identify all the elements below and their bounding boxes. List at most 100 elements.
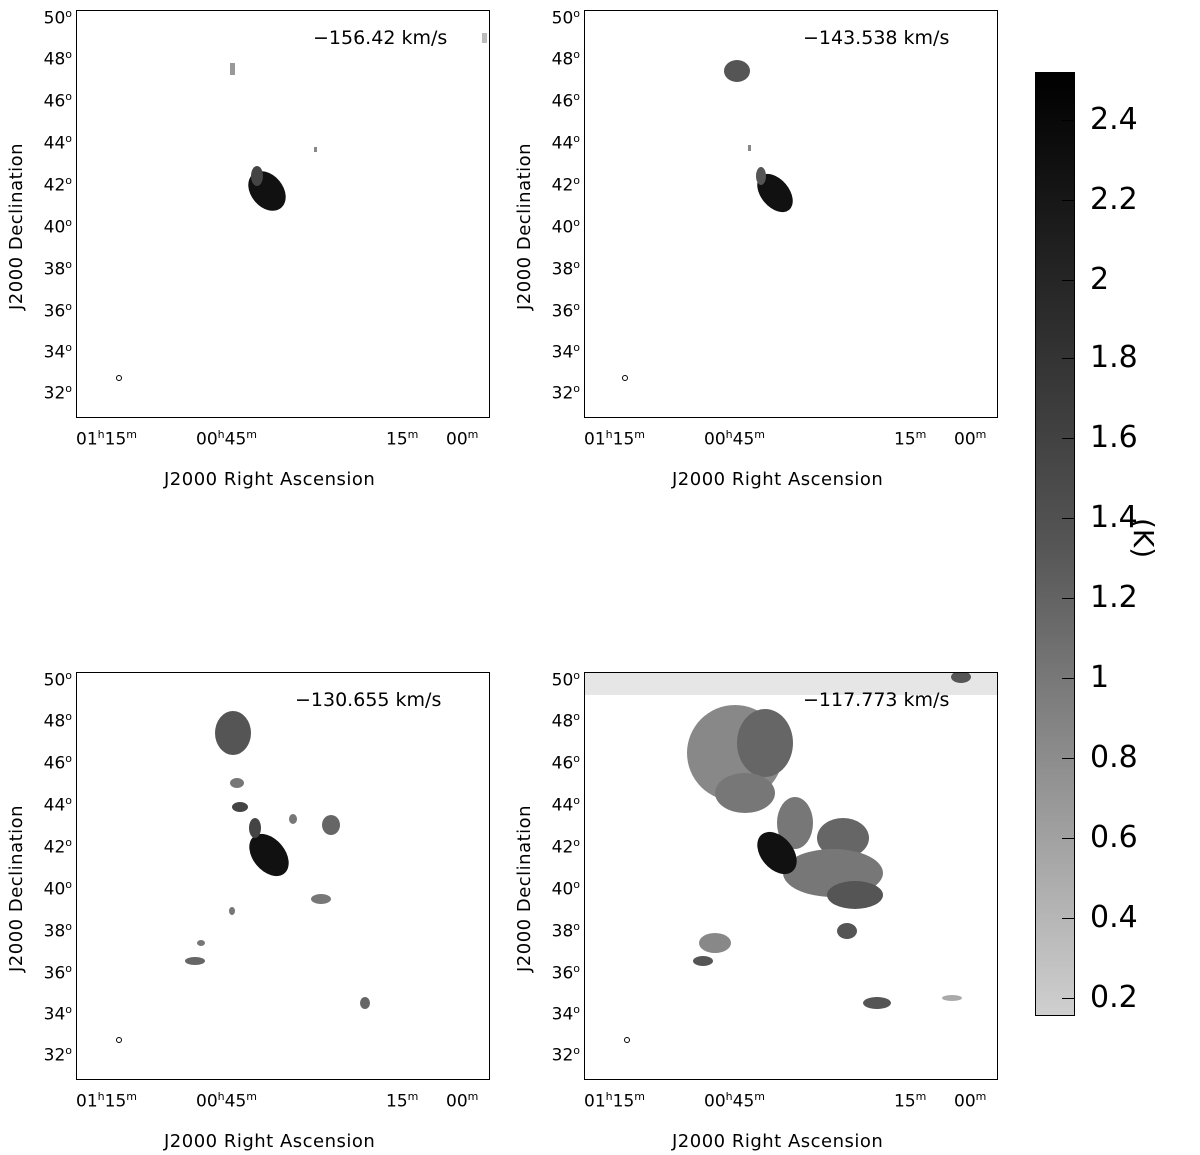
colorbar xyxy=(1035,72,1075,1016)
colorbar-tick-label: 2 xyxy=(1090,262,1110,297)
colorbar-tick-mark xyxy=(1062,838,1074,839)
colorbar-unit-label: (K) xyxy=(1127,518,1160,559)
colorbar-tick-label: 1.2 xyxy=(1090,580,1138,615)
y-tick-label: 40o xyxy=(551,216,580,238)
colorbar-tick-label: 0.6 xyxy=(1090,820,1138,855)
colorbar-tick-mark xyxy=(1062,678,1074,679)
colorbar-tick-label: 0.8 xyxy=(1090,740,1138,775)
y-tick-label: 50o xyxy=(43,669,72,691)
y-tick-label: 46o xyxy=(43,752,72,774)
x-tick-label: 00h45m xyxy=(196,428,257,450)
y-axis-label: J2000 Declination xyxy=(6,804,27,972)
x-tick-label: 00h45m xyxy=(704,428,765,450)
y-tick-label: 34o xyxy=(551,1003,580,1025)
x-tick-label: 00m xyxy=(954,1090,987,1112)
y-tick-label: 44o xyxy=(551,794,580,816)
colorbar-tick-mark xyxy=(1062,518,1074,519)
y-axis-label: J2000 Declination xyxy=(514,804,535,972)
y-tick-label: 46o xyxy=(43,90,72,112)
colorbar-tick-mark xyxy=(1062,280,1074,281)
x-tick-label: 01h15m xyxy=(584,1090,645,1112)
y-tick-label: 38o xyxy=(551,258,580,280)
colorbar-tick-label: 2.4 xyxy=(1090,102,1138,137)
y-tick-label: 32o xyxy=(43,1044,72,1066)
x-tick-label: 00h45m xyxy=(704,1090,765,1112)
velocity-label: −156.42 km/s xyxy=(313,27,448,49)
x-tick-label: 00h45m xyxy=(196,1090,257,1112)
colorbar-tick-mark xyxy=(1062,120,1074,121)
y-axis-label: J2000 Declination xyxy=(514,142,535,310)
x-tick-label: 15m xyxy=(386,1090,419,1112)
x-tick-label: 01h15m xyxy=(76,428,137,450)
colorbar-tick-label: 0.2 xyxy=(1090,980,1138,1015)
y-tick-label: 46o xyxy=(551,752,580,774)
y-tick-label: 42o xyxy=(43,836,72,858)
y-tick-label: 44o xyxy=(551,132,580,154)
x-axis-label: J2000 Right Ascension xyxy=(672,469,884,490)
y-tick-label: 36o xyxy=(551,962,580,984)
x-axis-label: J2000 Right Ascension xyxy=(164,469,376,490)
y-tick-label: 44o xyxy=(43,132,72,154)
x-tick-label: 00m xyxy=(446,428,479,450)
hi-emission-map xyxy=(585,673,997,1043)
x-tick-label: 00m xyxy=(446,1090,479,1112)
x-tick-label: 01h15m xyxy=(76,1090,137,1112)
y-tick-label: 44o xyxy=(43,794,72,816)
colorbar-tick-mark xyxy=(1062,438,1074,439)
map-frame: −143.538 km/s xyxy=(584,10,998,418)
x-tick-label: 00m xyxy=(954,428,987,450)
y-tick-label: 50o xyxy=(551,7,580,29)
y-tick-label: 38o xyxy=(43,920,72,942)
y-tick-label: 34o xyxy=(43,1003,72,1025)
y-axis-label: J2000 Declination xyxy=(6,142,27,310)
x-tick-label: 15m xyxy=(386,428,419,450)
hi-emission-map xyxy=(116,33,487,381)
x-axis-label: J2000 Right Ascension xyxy=(672,1131,884,1152)
y-tick-label: 38o xyxy=(43,258,72,280)
colorbar-tick-mark xyxy=(1062,598,1074,599)
y-tick-label: 46o xyxy=(551,90,580,112)
x-tick-label: 15m xyxy=(894,1090,927,1112)
x-tick-label: 01h15m xyxy=(584,428,645,450)
map-frame: −156.42 km/s xyxy=(76,10,490,418)
y-tick-label: 32o xyxy=(43,382,72,404)
colorbar-tick-label: 1.8 xyxy=(1090,340,1138,375)
y-tick-label: 32o xyxy=(551,1044,580,1066)
velocity-label: −117.773 km/s xyxy=(803,689,950,711)
x-axis-label: J2000 Right Ascension xyxy=(164,1131,376,1152)
y-tick-label: 50o xyxy=(43,7,72,29)
y-tick-label: 42o xyxy=(551,174,580,196)
colorbar-tick-mark xyxy=(1062,998,1074,999)
hi-emission-map xyxy=(622,60,793,381)
y-tick-label: 48o xyxy=(43,710,72,732)
colorbar-tick-mark xyxy=(1062,200,1074,201)
y-tick-label: 42o xyxy=(43,174,72,196)
colorbar-tick-mark xyxy=(1062,918,1074,919)
y-tick-label: 40o xyxy=(43,878,72,900)
x-tick-label: 15m xyxy=(894,428,927,450)
colorbar-tick-label: 1 xyxy=(1090,660,1110,695)
y-tick-label: 36o xyxy=(43,962,72,984)
colorbar-tick-label: 0.4 xyxy=(1090,900,1138,935)
y-tick-label: 32o xyxy=(551,382,580,404)
map-frame: −117.773 km/s xyxy=(584,672,998,1080)
velocity-label: −130.655 km/s xyxy=(295,689,442,711)
y-tick-label: 36o xyxy=(43,300,72,322)
colorbar-tick-label: 1.4 xyxy=(1090,500,1138,535)
hi-emission-map xyxy=(116,711,370,1043)
y-tick-label: 36o xyxy=(551,300,580,322)
y-tick-label: 34o xyxy=(43,341,72,363)
velocity-label: −143.538 km/s xyxy=(803,27,950,49)
y-tick-label: 40o xyxy=(43,216,72,238)
y-tick-label: 38o xyxy=(551,920,580,942)
y-tick-label: 48o xyxy=(551,710,580,732)
y-tick-label: 42o xyxy=(551,836,580,858)
y-tick-label: 34o xyxy=(551,341,580,363)
y-tick-label: 50o xyxy=(551,669,580,691)
colorbar-tick-label: 1.6 xyxy=(1090,420,1138,455)
y-tick-label: 48o xyxy=(551,48,580,70)
colorbar-tick-mark xyxy=(1062,758,1074,759)
y-tick-label: 48o xyxy=(43,48,72,70)
map-frame: −130.655 km/s xyxy=(76,672,490,1080)
colorbar-tick-mark xyxy=(1062,358,1074,359)
